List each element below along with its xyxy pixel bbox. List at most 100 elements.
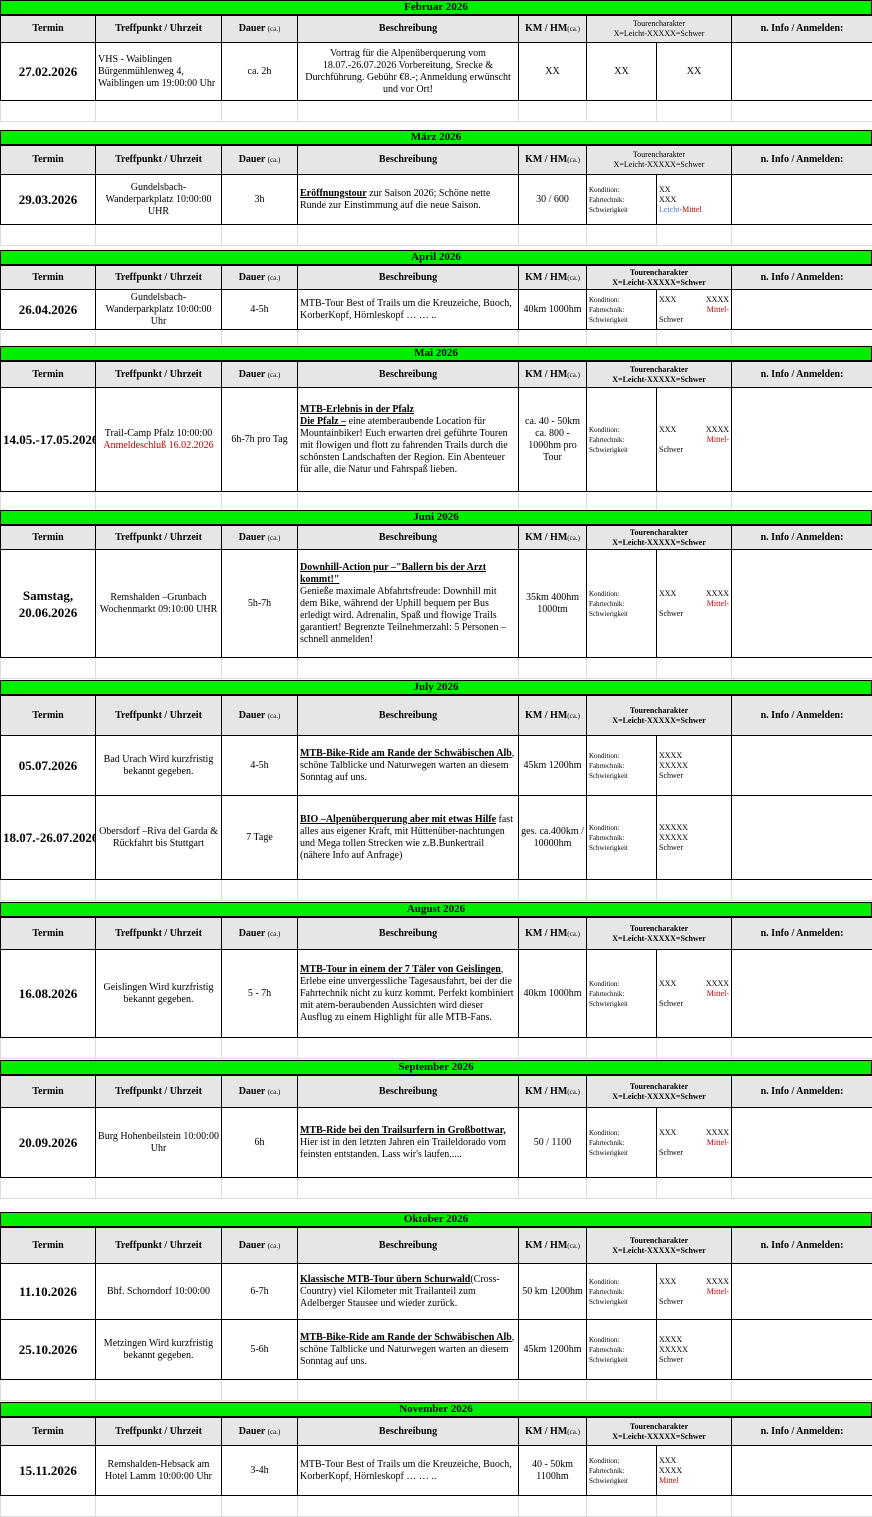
- label-fahrtechnik: Fahrtechnik:: [589, 305, 654, 315]
- value-mittel: Mittel-: [707, 435, 729, 444]
- label-fahrtechnik: Fahrtechnik:: [589, 599, 654, 609]
- event-date: 16.08.2026: [1, 950, 96, 1038]
- header-treffpunkt: Treffpunkt / Uhrzeit: [96, 362, 222, 388]
- ca-label: (ca.): [567, 274, 580, 282]
- event-place: Remshalden –Grunbach Wochenmarkt 09:10:0…: [96, 550, 222, 658]
- event-place: Geislingen Wird kurzfristig bekannt gege…: [96, 950, 222, 1038]
- value-kondition-max: XXXX: [706, 979, 729, 989]
- ca-label: (ca.): [268, 712, 281, 720]
- value-row-2: Mittel-: [659, 1287, 729, 1297]
- event-date: 27.02.2026: [1, 43, 96, 101]
- tour-labels: Kondition:Fahrtechnik:Schwierigkeit: [587, 550, 657, 658]
- place-text: Gundelsbach-Wanderparkplatz 10:00:00 UHR: [98, 182, 219, 218]
- value-schwer: Schwer: [659, 1355, 683, 1364]
- event-description: Klassische MTB-Tour übern Schurwald(Cros…: [298, 1264, 519, 1320]
- header-dauer: Dauer (ca.): [222, 266, 298, 290]
- header-info: n. Info / Anmelden:: [732, 1418, 872, 1446]
- event-text: MTB-Tour Best of Trails um die Kreuzeich…: [300, 298, 512, 321]
- label-kondition: Kondition:: [589, 751, 654, 761]
- ca-label: (ca.): [567, 1088, 580, 1096]
- label-kondition: Kondition:: [589, 823, 654, 833]
- header-km: KM / HM(ca.): [519, 266, 587, 290]
- value-row-3: Schwer: [659, 999, 729, 1009]
- place-text: VHS - Waiblingen Bürgenmühlenweg 4, Waib…: [98, 54, 219, 90]
- event-place: Gundelsbach-Wanderparkplatz 10:00:00 Uhr: [96, 290, 222, 330]
- spacer-cell: [222, 101, 298, 122]
- km-label: KM / HM: [525, 272, 567, 283]
- value-row-2: Mittel-: [659, 435, 729, 445]
- event-info: [732, 175, 872, 225]
- header-termin: Termin: [1, 1228, 96, 1264]
- header-beschreibung: Beschreibung: [298, 1418, 519, 1446]
- label-schwierigkeit: Schwierigkeit: [589, 445, 654, 455]
- label-kondition: Kondition:: [589, 295, 654, 305]
- value-row-2: Mittel-: [659, 305, 729, 315]
- header-km: KM / HM(ca.): [519, 362, 587, 388]
- value-schwer: Schwer: [659, 843, 683, 852]
- header-km: KM / HM(ca.): [519, 918, 587, 950]
- scale-label: X=Leicht-XXXXX=Schwer: [589, 1092, 729, 1102]
- scale-label: X=Leicht-XXXXX=Schwer: [589, 538, 729, 548]
- label-kondition: Kondition:: [589, 425, 654, 435]
- spacer-cell: [657, 658, 732, 679]
- event-place: VHS - Waiblingen Bürgenmühlenweg 4, Waib…: [96, 43, 222, 101]
- dauer-label: Dauer: [239, 1426, 265, 1437]
- event-km: XX: [519, 43, 587, 101]
- spacer-cell: [587, 658, 657, 679]
- tourencharakter-label: Tourencharakter: [589, 268, 729, 278]
- value-row-2: XXXXX: [659, 761, 729, 771]
- event-km: 40 - 50km 1100hm: [519, 1446, 587, 1496]
- value-row-2: Mittel-: [659, 1138, 729, 1148]
- header-dauer: Dauer (ca.): [222, 146, 298, 175]
- event-description: MTB-Tour Best of Trails um die Kreuzeich…: [298, 1446, 519, 1496]
- month-title: July 2026: [0, 680, 872, 695]
- value-fahrtechnik: XXX: [659, 195, 676, 204]
- event-description: MTB-Tour Best of Trails um die Kreuzeich…: [298, 290, 519, 330]
- value-row-1: XXXX: [659, 1335, 729, 1345]
- label-kondition: Kondition:: [589, 185, 654, 195]
- header-km: KM / HM(ca.): [519, 16, 587, 43]
- spacer-cell: [587, 1380, 657, 1401]
- tourencharakter-label: Tourencharakter: [589, 1082, 729, 1092]
- spacer-cell: [1, 1038, 96, 1059]
- ca-label: (ca.): [268, 156, 281, 164]
- header-beschreibung: Beschreibung: [298, 1228, 519, 1264]
- spacer-cell: [587, 1038, 657, 1059]
- value-row-1: XX: [659, 185, 729, 195]
- header-treffpunkt: Treffpunkt / Uhrzeit: [96, 918, 222, 950]
- value-kondition-max: XXXX: [706, 1277, 729, 1287]
- km-label: KM / HM: [525, 1426, 567, 1437]
- header-termin: Termin: [1, 918, 96, 950]
- header-beschreibung: Beschreibung: [298, 362, 519, 388]
- event-title: MTB-Tour in einem der 7 Täler von Geisli…: [300, 964, 501, 975]
- event-info: [732, 1446, 872, 1496]
- event-info: [732, 290, 872, 330]
- event-info: [732, 736, 872, 796]
- label-schwierigkeit: Schwierigkeit: [589, 205, 654, 215]
- spacer-cell: [519, 1178, 587, 1199]
- event-info: [732, 796, 872, 880]
- month-title: November 2026: [0, 1402, 872, 1417]
- header-beschreibung: Beschreibung: [298, 1076, 519, 1108]
- label-fahrtechnik: Fahrtechnik:: [589, 1138, 654, 1148]
- tourencharakter-label: Tourencharakter: [589, 528, 729, 538]
- header-treffpunkt: Treffpunkt / Uhrzeit: [96, 526, 222, 550]
- spacer-cell: [96, 658, 222, 679]
- value-mittel: Mittel: [659, 1476, 679, 1485]
- spacer-cell: [657, 1496, 732, 1517]
